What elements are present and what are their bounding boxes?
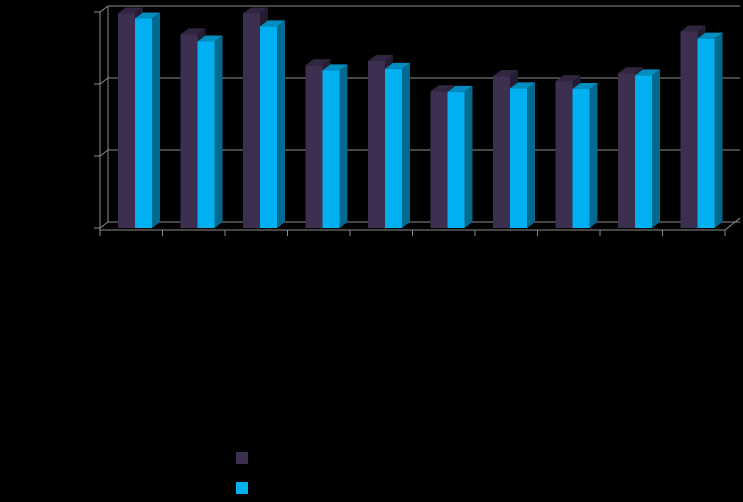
bar-top: [180, 28, 206, 35]
bar-front: [430, 91, 448, 228]
grid-line-depth: [99, 149, 109, 157]
bar-front: [180, 34, 198, 228]
bar-top: [510, 82, 535, 89]
bar-front: [493, 76, 510, 228]
bar-top: [135, 12, 160, 19]
bar-side: [339, 64, 348, 228]
bar: [322, 64, 348, 228]
bar: [572, 83, 598, 228]
bar-front: [680, 31, 698, 228]
bar-side: [214, 35, 223, 228]
bar-top: [243, 7, 268, 14]
bar-front: [555, 81, 573, 229]
bar-front: [635, 75, 652, 228]
bar-side: [464, 85, 473, 228]
bar-side: [277, 20, 285, 229]
bar-side: [652, 69, 660, 228]
bar: [510, 82, 535, 228]
bar-top: [430, 85, 456, 92]
bar-top: [322, 64, 348, 71]
grid-line-depth: [99, 5, 109, 13]
bar: [385, 62, 410, 228]
bar-front: [368, 60, 385, 229]
bar: [635, 69, 660, 228]
bar-front: [135, 18, 152, 229]
bar-top: [697, 32, 723, 39]
bar: [260, 20, 285, 229]
bar-front: [385, 68, 402, 228]
bar-front: [305, 65, 323, 228]
bar-front: [510, 88, 527, 228]
grid-line-depth: [99, 221, 109, 229]
bar-front: [197, 41, 215, 228]
bar-front: [243, 13, 260, 228]
bar-side: [714, 32, 723, 228]
bar: [197, 35, 223, 228]
bar-front: [447, 91, 465, 228]
grid-line-depth: [99, 77, 109, 85]
bar-top: [197, 35, 223, 42]
bar-front: [322, 70, 340, 228]
bar-top: [447, 85, 473, 92]
bar-top: [385, 62, 410, 69]
bar-front: [118, 13, 135, 228]
bar-top: [680, 25, 706, 32]
bar-front: [618, 73, 635, 228]
bar-side: [402, 62, 410, 228]
bar-top: [368, 54, 393, 61]
bar-top: [493, 70, 518, 77]
bar: [447, 85, 473, 228]
bar-top: [118, 7, 143, 14]
bar-side: [527, 82, 535, 228]
bar-top: [572, 83, 598, 90]
bar-top: [260, 20, 285, 27]
bar-side: [152, 12, 160, 229]
bar-front: [260, 26, 277, 229]
bar-top: [555, 75, 581, 82]
bar: [697, 32, 723, 228]
bar-top: [305, 59, 331, 66]
bar-top: [618, 67, 643, 74]
bar-front: [572, 89, 590, 228]
legend-swatch: [236, 482, 248, 494]
bar-top: [635, 69, 660, 76]
legend-swatch: [236, 452, 248, 464]
bar: [135, 12, 160, 229]
x-axis-depth: [724, 217, 741, 231]
bar-side: [589, 83, 598, 228]
bar-front: [697, 38, 715, 228]
